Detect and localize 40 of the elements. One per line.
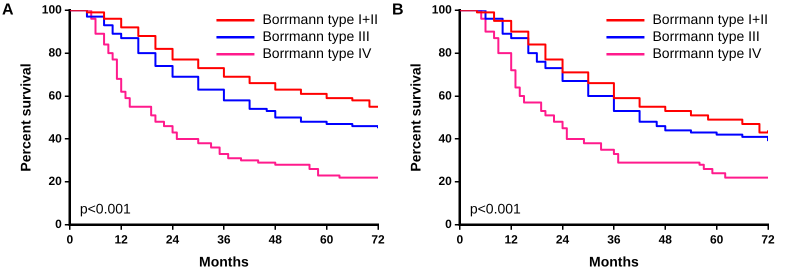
annotation: p<0.001: [80, 200, 132, 217]
x-tick-label: 48: [268, 232, 282, 246]
x-axis-title: Months: [199, 253, 250, 270]
annotation: p<0.001: [470, 200, 522, 217]
x-tick-label: 12: [114, 232, 128, 246]
y-tick-label: 0: [445, 217, 452, 232]
legend-label: Borrmann type III: [262, 28, 370, 44]
y-axis-title: Percent survival: [407, 63, 424, 172]
x-tick-label: 72: [371, 232, 385, 246]
legend-label: Borrmann type IV: [652, 45, 762, 62]
x-tick-label: 24: [556, 232, 570, 246]
y-tick-label: 20: [438, 174, 452, 188]
x-tick-label: 0: [456, 232, 464, 246]
y-tick-label: 40: [48, 131, 62, 146]
x-tick-label: 72: [761, 232, 775, 246]
y-tick-label: 100: [42, 2, 62, 17]
y-axis-title: Percent survival: [17, 63, 34, 172]
legend-label: Borrmann type I+II: [262, 11, 378, 28]
legend-label: Borrmann type III: [652, 28, 760, 44]
legend-label: Borrmann type I+II: [652, 11, 768, 28]
x-tick-label: 0: [66, 232, 74, 246]
y-tick-label: 60: [48, 88, 62, 102]
y-tick-label: 60: [438, 88, 452, 102]
x-axis-title: Months: [589, 253, 640, 270]
x-tick-label: 60: [320, 232, 334, 246]
chart-title: B: [392, 1, 404, 18]
y-tick-label: 0: [55, 217, 62, 232]
x-tick-label: 12: [504, 232, 518, 246]
y-tick-label: 20: [48, 174, 62, 188]
x-tick-label: 36: [607, 232, 621, 246]
y-tick-label: 40: [438, 131, 452, 146]
y-tick-label: 80: [48, 45, 62, 60]
y-tick-label: 100: [432, 2, 452, 17]
x-tick-label: 24: [166, 232, 180, 246]
x-tick-label: 60: [710, 232, 724, 246]
chart-title: A: [2, 1, 14, 18]
x-tick-label: 36: [217, 232, 231, 246]
y-tick-label: 80: [438, 45, 452, 60]
x-tick-label: 48: [658, 232, 672, 246]
legend-label: Borrmann type IV: [262, 45, 372, 62]
